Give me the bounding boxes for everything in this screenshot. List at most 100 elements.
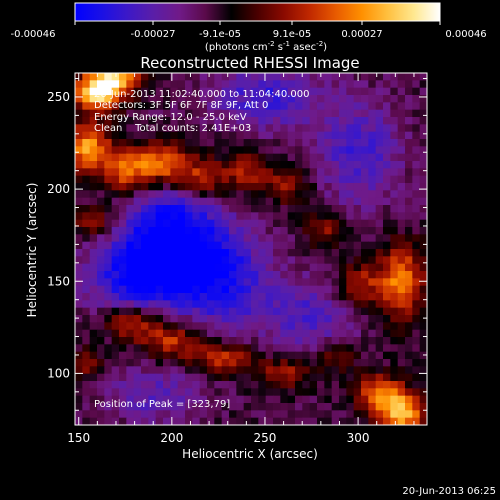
heatmap-cell	[75, 263, 83, 272]
heatmap-cell	[82, 329, 91, 338]
heatmap-cell	[111, 263, 120, 272]
heatmap-cell	[412, 366, 421, 375]
heatmap-cell	[141, 271, 149, 279]
heatmap-cell	[251, 329, 259, 338]
heatmap-cell	[375, 102, 384, 111]
heatmap-cell	[405, 322, 413, 331]
heatmap-cell	[170, 117, 179, 125]
heatmap-cell	[243, 168, 252, 177]
heatmap-cell	[383, 117, 391, 125]
heatmap-cell	[236, 300, 245, 309]
heatmap-cell	[251, 161, 259, 169]
heatmap-cell	[295, 293, 303, 301]
heatmap-cell	[229, 271, 237, 279]
heatmap-cell	[141, 117, 149, 125]
heatmap-cell	[287, 293, 296, 301]
heatmap-cell	[368, 410, 377, 419]
heatmap-cell	[251, 95, 259, 103]
heatmap-cell	[148, 234, 157, 243]
heatmap-cell	[287, 373, 296, 382]
heatmap-cell	[111, 80, 120, 89]
heatmap-cell	[309, 227, 318, 235]
heatmap-cell	[419, 395, 427, 404]
heatmap-cell	[419, 373, 427, 382]
heatmap-cell	[419, 351, 427, 360]
heatmap-cell	[111, 131, 120, 140]
heatmap-cell	[185, 249, 193, 257]
heatmap-cell	[141, 373, 149, 382]
heatmap-cell	[236, 271, 245, 279]
heatmap-cell	[229, 285, 237, 294]
heatmap-cell	[258, 205, 267, 213]
heatmap-cell	[119, 307, 127, 316]
heatmap-cell	[207, 109, 215, 118]
heatmap-cell	[273, 300, 281, 309]
heatmap-cell	[148, 322, 157, 331]
heatmap-cell	[295, 263, 303, 272]
heatmap-cell	[287, 249, 296, 257]
heatmap-cell	[214, 168, 223, 177]
heatmap-cell	[280, 307, 289, 316]
heatmap-cell	[163, 417, 171, 425]
heatmap-cell	[375, 366, 384, 375]
heatmap-cell	[199, 337, 208, 345]
heatmap-cell	[163, 95, 171, 103]
heatmap-cell	[82, 366, 91, 375]
heatmap-cell	[412, 329, 421, 338]
heatmap-cell	[170, 403, 179, 411]
heatmap-cell	[199, 278, 208, 287]
heatmap-cell	[163, 161, 171, 169]
heatmap-cell	[192, 403, 201, 411]
heatmap-cell	[155, 278, 164, 287]
heatmap-cell	[111, 337, 120, 345]
heatmap-cell	[309, 117, 318, 125]
heatmap-cell	[346, 388, 355, 397]
heatmap-cell	[412, 212, 421, 221]
heatmap-cell	[368, 153, 377, 162]
heatmap-cell	[317, 109, 325, 118]
heatmap-cell	[148, 190, 157, 199]
heatmap-cell	[339, 219, 347, 228]
heatmap-cell	[170, 263, 179, 272]
heatmap-cell	[97, 219, 105, 228]
heatmap-cell	[214, 315, 223, 323]
heatmap-cell	[324, 87, 333, 96]
heatmap-cell	[177, 183, 186, 191]
heatmap-cell	[185, 417, 193, 425]
heatmap-cell	[199, 139, 208, 147]
heatmap-cell	[302, 241, 311, 250]
heatmap-cell	[368, 124, 377, 133]
heatmap-cell	[302, 417, 311, 425]
heatmap-cell	[111, 278, 120, 287]
heatmap-cell	[324, 329, 333, 338]
heatmap-cell	[185, 95, 193, 103]
heatmap-cell	[383, 205, 391, 213]
heatmap-cell	[353, 249, 362, 257]
heatmap-cell	[280, 359, 289, 367]
heatmap-cell	[177, 256, 186, 265]
heatmap-cell	[214, 87, 223, 96]
heatmap-cell	[75, 95, 83, 103]
heatmap-cell	[207, 300, 215, 309]
heatmap-cell	[302, 366, 311, 375]
heatmap-cell	[177, 395, 186, 404]
heatmap-cell	[397, 109, 406, 118]
heatmap-cell	[177, 190, 186, 199]
heatmap-cell	[258, 73, 267, 81]
heatmap-cell	[287, 410, 296, 419]
heatmap-cell	[75, 285, 83, 294]
heatmap-cell	[214, 329, 223, 338]
heatmap-cell	[339, 183, 347, 191]
heatmap-cell	[302, 146, 311, 155]
heatmap-cell	[221, 175, 230, 184]
heatmap-cell	[324, 190, 333, 199]
heatmap-cell	[317, 373, 325, 382]
heatmap-cell	[361, 175, 369, 184]
heatmap-cell	[119, 131, 127, 140]
heatmap-cell	[309, 109, 318, 118]
heatmap-cell	[295, 373, 303, 382]
heatmap-cell	[412, 161, 421, 169]
heatmap-cell	[236, 139, 245, 147]
heatmap-cell	[97, 256, 105, 265]
heatmap-cell	[346, 395, 355, 404]
